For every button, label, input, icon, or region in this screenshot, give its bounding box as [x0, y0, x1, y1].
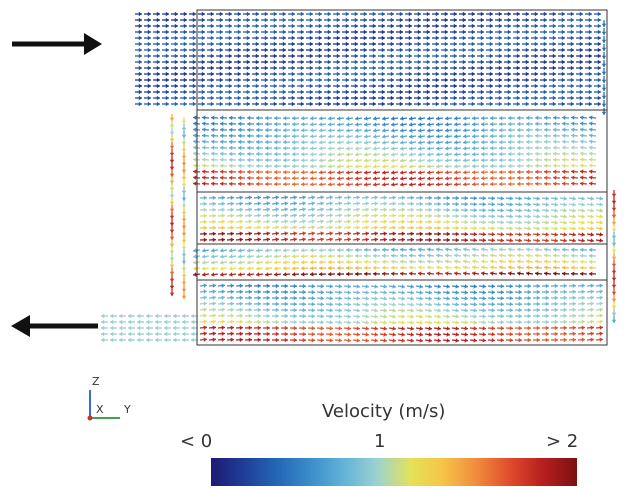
- outlet-arrow-icon: [11, 315, 98, 337]
- axis-triad-icon: [87, 390, 120, 421]
- domain-outline: [196, 9, 608, 346]
- colorbar-mid-label: 1: [374, 431, 386, 452]
- colorbar-title: Velocity (m/s): [322, 401, 446, 422]
- inlet-arrow-icon: [12, 33, 102, 55]
- colorbar: [211, 458, 577, 486]
- colorbar-max-label: > 2: [546, 431, 579, 452]
- axis-x-label: X: [96, 403, 104, 416]
- colorbar-min-label: < 0: [180, 431, 213, 452]
- velocity-vectors: [101, 11, 617, 343]
- axis-y-label: Y: [124, 403, 131, 416]
- axis-z-label: Z: [92, 375, 100, 388]
